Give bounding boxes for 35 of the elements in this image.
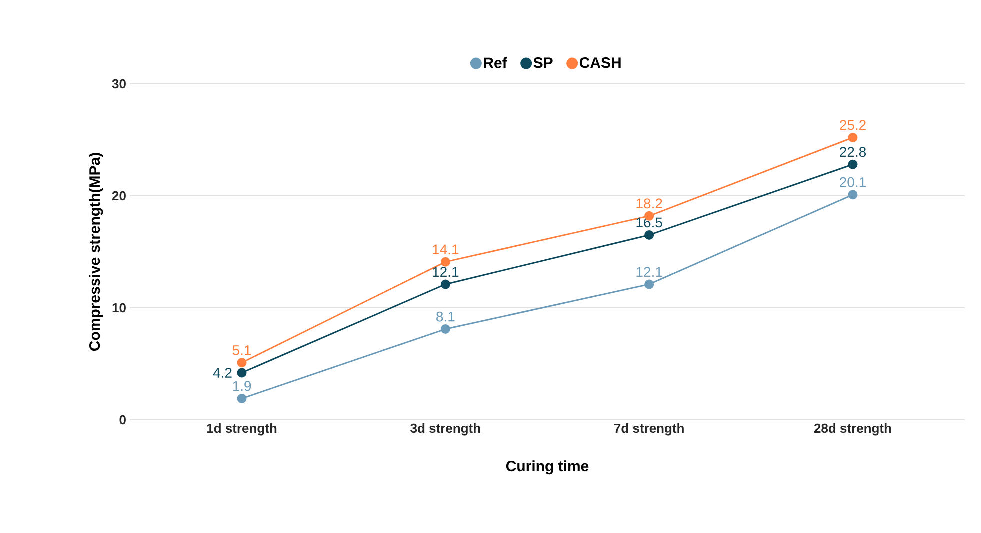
data-label: 12.1 [636,267,662,277]
point [848,190,858,200]
point [848,133,858,143]
data-label: 5.1 [232,346,252,356]
legend-label: CASH [580,58,621,68]
y-tick-label: 20 [112,191,126,201]
data-label: 12.1 [433,267,459,277]
data-label: 22.8 [840,147,866,158]
point [237,394,247,404]
x-tick-label: 1d strength [207,424,277,436]
y-tick-label: 0 [120,415,126,425]
point [440,257,450,267]
point [848,160,858,170]
y-tick-label: 10 [112,303,126,313]
y-axis-title: Compressive strength(MPa) [89,153,104,351]
y-tick-label: 30 [112,79,126,89]
point [644,280,654,290]
data-label: 25.2 [840,120,866,130]
point [644,230,654,240]
point [440,324,450,334]
x-tick-label: 28d strength [814,424,892,436]
point [237,358,247,368]
legend-label: Ref [484,57,508,68]
point [440,280,450,290]
data-label: 18.2 [636,198,662,209]
data-label: 1.9 [233,381,252,392]
point [237,368,247,378]
data-label: 20.1 [840,177,866,188]
data-label: 4.2 [213,368,232,378]
x-axis-title: Curing time [506,460,589,475]
legend-label: SP [534,58,553,68]
x-tick-label: 7d strength [614,424,684,436]
data-label: 14.1 [433,244,459,255]
x-tick-label: 3d strength [410,424,480,436]
data-label: 8.1 [436,312,455,322]
